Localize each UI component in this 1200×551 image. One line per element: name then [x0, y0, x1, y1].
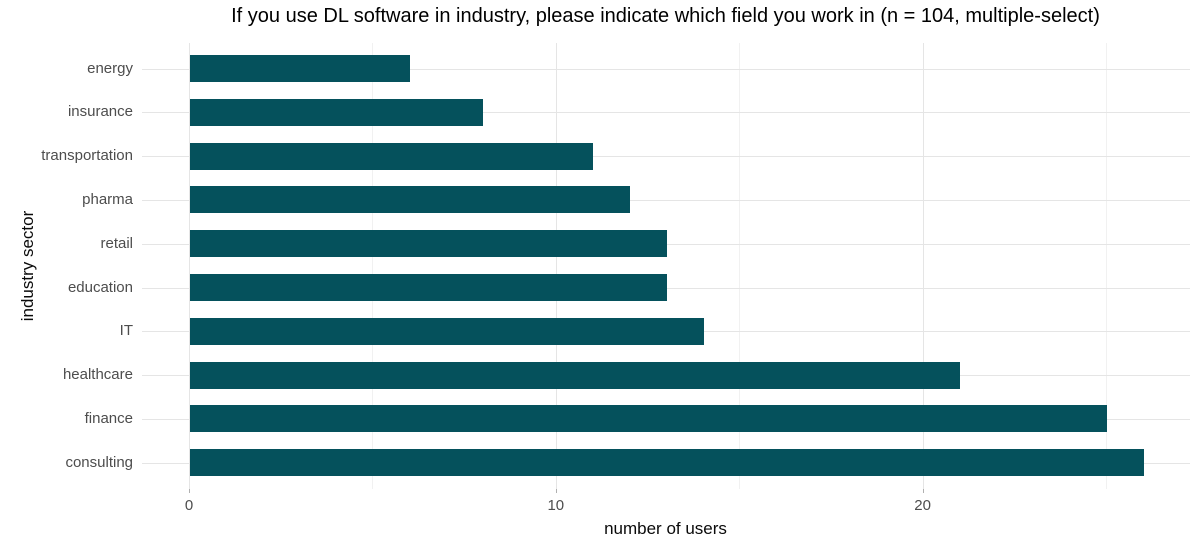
chart-title: If you use DL software in industry, plea… — [231, 5, 1100, 27]
y-axis-title: industry sector — [18, 210, 37, 322]
gridline-horizontal — [141, 68, 1190, 70]
bar-insurance — [190, 98, 484, 126]
bar-transportation — [190, 142, 594, 170]
bar-consulting — [190, 449, 1144, 477]
y-tick-label-retail: retail — [100, 234, 133, 252]
bar-IT — [190, 317, 704, 345]
y-tick-label-IT: IT — [119, 322, 133, 340]
gridline-vertical-major — [189, 42, 190, 489]
y-tick-label-pharma: pharma — [82, 190, 133, 208]
y-tick-label-healthcare: healthcare — [62, 366, 133, 384]
bar-education — [190, 274, 667, 302]
bar-pharma — [190, 186, 631, 214]
gridline-horizontal — [141, 156, 1190, 158]
x-tick-mark — [922, 489, 924, 493]
gridline-vertical-minor — [739, 42, 741, 489]
y-tick-label-insurance: insurance — [67, 103, 133, 121]
bar-energy — [190, 55, 411, 83]
bar-finance — [190, 405, 1107, 433]
x-tick-mark — [555, 489, 557, 493]
gridline-vertical-minor — [1106, 42, 1107, 489]
gridline-horizontal — [141, 199, 1190, 201]
y-tick-label-finance: finance — [84, 409, 133, 427]
gridline-vertical-minor — [372, 42, 374, 489]
x-axis-title: number of users — [604, 519, 727, 538]
y-tick-label-education: education — [67, 278, 133, 296]
gridline-vertical-major — [555, 42, 557, 489]
x-tick-label: 10 — [547, 497, 565, 514]
y-tick-label-energy: energy — [87, 59, 133, 77]
y-tick-label-transportation: transportation — [41, 147, 133, 165]
bar-healthcare — [190, 361, 961, 389]
bar-retail — [190, 230, 667, 258]
y-tick-label-consulting: consulting — [65, 453, 133, 471]
gridline-vertical-major — [922, 42, 924, 489]
x-tick-mark — [189, 489, 190, 493]
x-tick-label: 20 — [914, 497, 931, 514]
gridline-horizontal — [141, 112, 1190, 114]
x-tick-label: 0 — [184, 497, 194, 514]
